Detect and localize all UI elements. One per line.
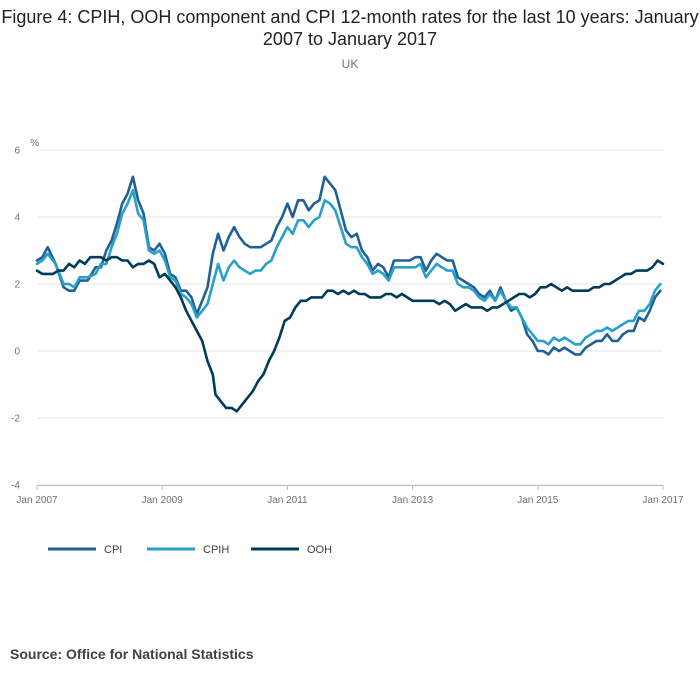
y-axis-unit-label: % [30, 138, 39, 149]
x-tick-label: Jan 2015 [517, 495, 559, 506]
legend-label-cpi: CPI [104, 544, 122, 556]
y-tick-label: 0 [14, 347, 20, 358]
axes: -4 -2 0 2 4 6% Jan 2007 Jan 2009 Jan 2011 Jan 201… [11, 138, 684, 506]
x-tick-label: Jan 2007 [16, 495, 58, 506]
gridlines [37, 149, 663, 486]
legend-label-ooh: OOH [307, 544, 332, 556]
series-line-ooh [35, 255, 665, 413]
series-line-cpih [35, 188, 662, 346]
y-tick-label: -2 [11, 414, 20, 425]
chart-subtitle: UK [341, 57, 359, 71]
x-tick-label: Jan 2013 [392, 495, 434, 506]
y-tick-label: 4 [14, 213, 20, 224]
series-lines [35, 175, 665, 413]
y-tick-label: -4 [11, 481, 20, 492]
series-line-cpi [35, 175, 662, 356]
x-tick-label: Jan 2011 [267, 495, 308, 506]
legend: CPI CPIH OOH [48, 544, 332, 556]
x-tick-label: Jan 2009 [142, 495, 184, 506]
y-tick-label: 6 [14, 146, 20, 157]
y-tick-label: 2 [14, 280, 20, 291]
legend-label-cpih: CPIH [203, 544, 229, 556]
source-note: Source: Office for National Statistics [10, 646, 254, 662]
x-tick-label: Jan 2017 [642, 495, 684, 506]
chart-title: Figure 4: CPIH, OOH component and CPI 12… [1, 7, 699, 49]
